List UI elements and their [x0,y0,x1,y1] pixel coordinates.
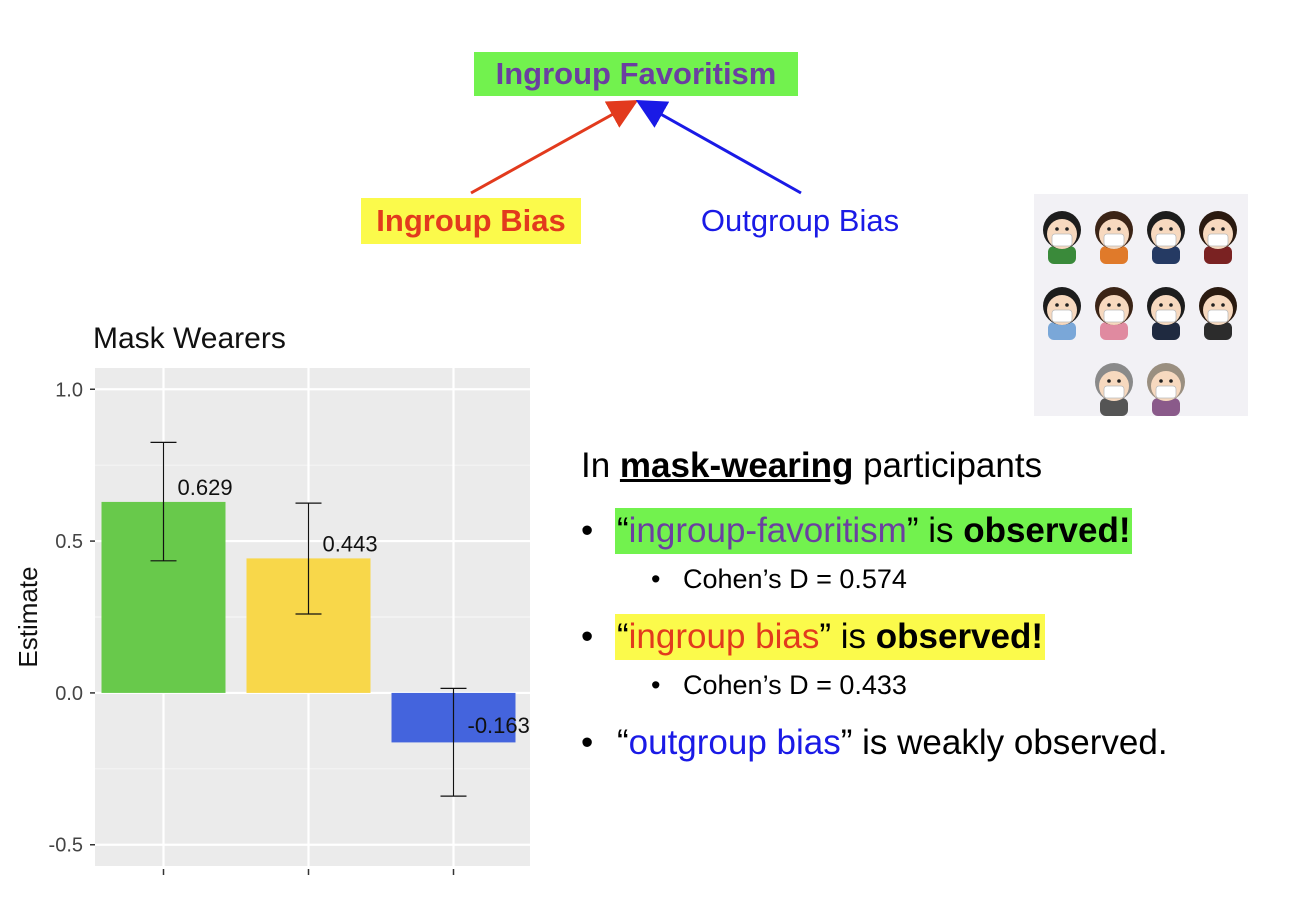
outgroup-bias-label: Outgroup Bias [700,203,900,238]
result-observed: observed! [875,617,1044,656]
bullet-dot: • [651,564,661,594]
masked-person-icon [1147,211,1185,264]
intro-suffix: participants [853,446,1043,485]
term-outgroup-bias: outgroup bias [628,723,841,762]
is-text: is [831,617,876,656]
bullet-dot: • [581,511,594,550]
outgroup-bias-arrow [635,100,802,195]
cohens-d-ingroup-bias: Cohen’s D = 0.433 [683,670,907,700]
masked-person-icon [1199,287,1237,340]
term-ingroup-bias: ingroup bias [628,617,820,656]
quote-close: ” [840,723,853,762]
masked-person-icon [1095,363,1133,416]
masked-person-icon [1199,211,1237,264]
quote-close: ” [906,511,919,550]
masked-person-icon [1095,211,1133,264]
highlight-ingroup-bias: “ingroup bias” is observed! [615,614,1046,660]
cohens-d-favoritism: Cohen’s D = 0.574 [683,564,907,594]
sub-bullet-cohens-d-2: • Cohen’s D = 0.433 [651,670,907,701]
weakly-observed-text: is weakly observed. [852,723,1168,762]
y-tick-label: 0.0 [55,683,83,705]
masked-person-icon [1043,287,1081,340]
masked-people-icon [1034,194,1248,416]
bullet-ingroup-favoritism: • “ingroup-favoritism” is observed! [581,508,1133,554]
result-observed: observed! [963,511,1131,550]
bullet-dot: • [581,617,594,656]
y-axis-title: Estimate [13,566,43,667]
is-text: is [918,511,964,550]
quote-close: ” [819,617,832,656]
diagram-arrows [470,100,802,195]
bullet-ingroup-bias: • “ingroup bias” is observed! [581,614,1046,660]
bar-chart: 1.0 0.5 0.0 -0.5 0.629 0.443 -0.163 Estimate [13,368,530,875]
ingroup-bias-arrow [470,100,639,195]
value-label: -0.163 [468,713,530,738]
masked-people-illustration [1043,211,1237,416]
y-tick-label: 1.0 [55,379,83,401]
term-ingroup-favoritism: ingroup-favoritism [628,511,907,550]
outgroup-bias-line: “outgroup bias” is weakly observed. [615,720,1170,766]
quote-open: “ [617,617,629,656]
highlight-favoritism: “ingroup-favoritism” is observed! [615,508,1133,554]
y-tick-label: -0.5 [49,835,83,857]
intro-line: In mask-wearing participants [581,446,1042,486]
bullet-dot: • [581,723,594,762]
chart-title: Mask Wearers [93,322,286,355]
value-label: 0.443 [323,531,378,556]
bullet-outgroup-bias: • “outgroup bias” is weakly observed. [581,720,1170,766]
ingroup-bias-label: Ingroup Bias [361,198,581,244]
bullet-dot: • [651,670,661,700]
intro-keyword: mask-wearing [619,446,854,485]
quote-open: “ [617,511,629,550]
ingroup-favoritism-label: Ingroup Favoritism [474,52,798,96]
masked-person-icon [1043,211,1081,264]
sub-bullet-cohens-d-1: • Cohen’s D = 0.574 [651,564,907,595]
y-tick-label: 0.5 [55,531,83,553]
value-label: 0.629 [178,475,233,500]
masked-person-icon [1147,363,1185,416]
masked-person-icon [1095,287,1133,340]
masked-person-icon [1147,287,1185,340]
intro-prefix: In [581,446,620,485]
quote-open: “ [617,723,629,762]
